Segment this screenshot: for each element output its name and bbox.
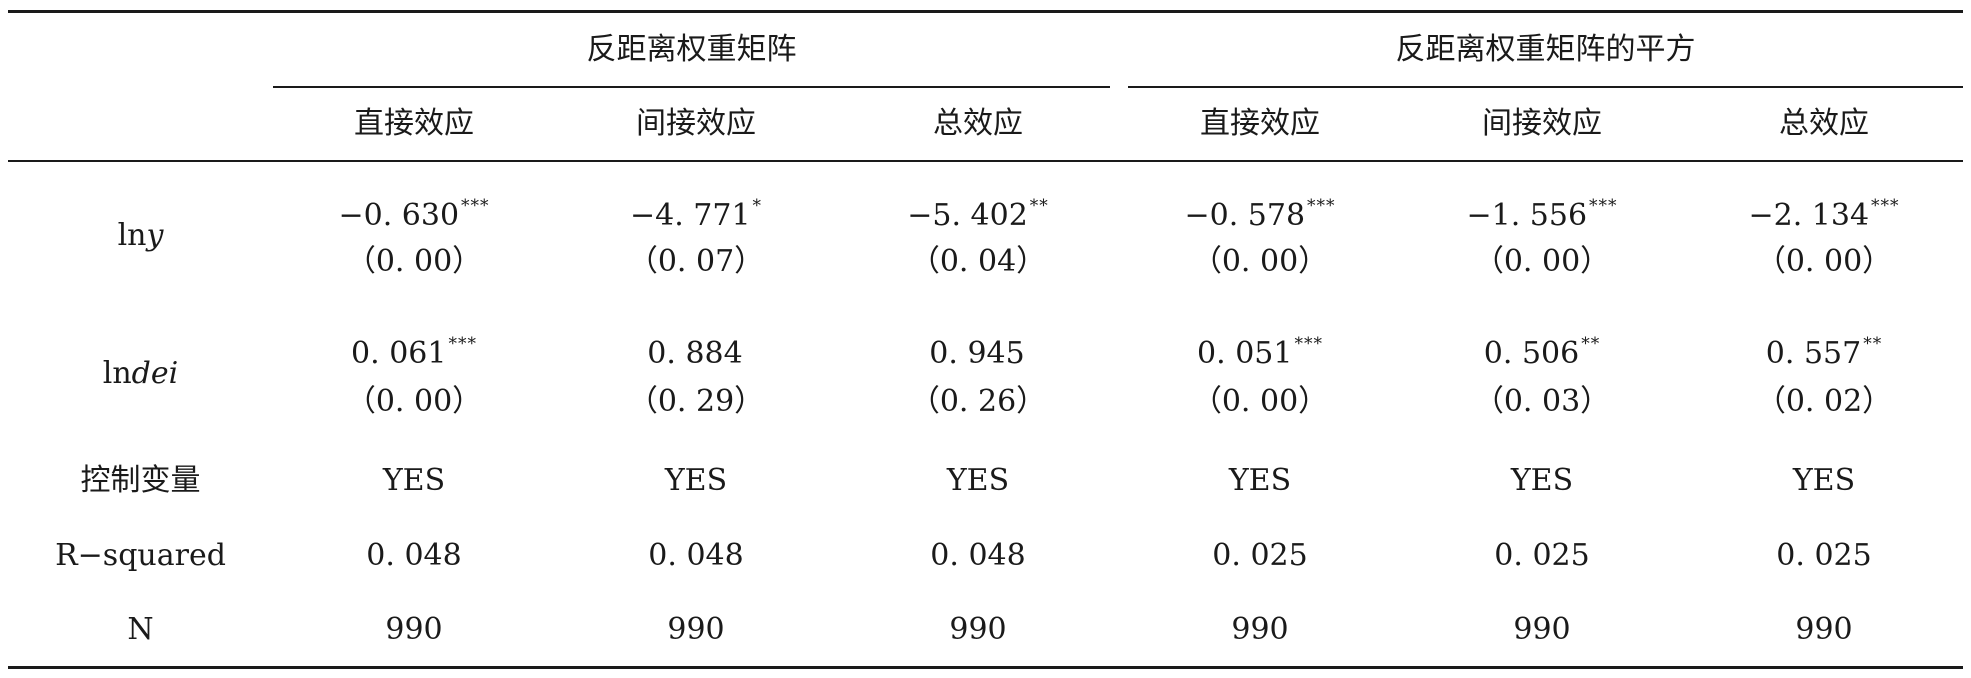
- coefficient-cell: 0. 557 **: [1683, 326, 1965, 372]
- p-value-cell: （0. 00）: [345, 384, 483, 419]
- coefficient-value: −0. 578: [1184, 198, 1306, 233]
- coefficient-cell: 0. 051 ***: [1119, 326, 1401, 372]
- coefficient-cell: 0. 884: [555, 326, 837, 372]
- footer-value-cell: 990: [1795, 612, 1853, 647]
- row-label-n: N: [127, 612, 154, 647]
- column-header: 总效应: [933, 106, 1023, 141]
- coefficient-value: −4. 771: [629, 198, 751, 233]
- group-header-inverse-distance-squared: 反距离权重矩阵的平方: [1395, 32, 1696, 67]
- significance-stars: ***: [461, 196, 490, 216]
- significance-stars: ***: [1294, 334, 1323, 354]
- footer-value-cell: 990: [949, 612, 1007, 647]
- coefficient-value: 0. 051: [1197, 336, 1293, 371]
- p-value-cell: （0. 00）: [1191, 244, 1329, 279]
- coefficient-value: −5. 402: [907, 198, 1028, 233]
- column-header: 总效应: [1779, 106, 1869, 141]
- coefficient-value: 0. 557: [1765, 336, 1862, 371]
- footer-value-cell: 0. 025: [1776, 538, 1872, 573]
- footer-value-cell: 990: [1513, 612, 1571, 647]
- coefficient-cell: −4. 771 *: [555, 188, 837, 234]
- group-rule-left: [273, 86, 1110, 88]
- footer-value-cell: 990: [1231, 612, 1289, 647]
- significance-stars: ***: [1589, 196, 1618, 216]
- significance-stars: ***: [1871, 196, 1900, 216]
- coefficient-cell: −0. 578 ***: [1119, 188, 1401, 234]
- coefficient-value: 0. 884: [647, 336, 743, 371]
- p-value-cell: （0. 00）: [1191, 384, 1329, 419]
- p-value-cell: （0. 00）: [345, 244, 483, 279]
- significance-stars: **: [1029, 196, 1049, 216]
- p-value-cell: （0. 07）: [627, 244, 765, 279]
- coefficient-cell: −5. 402 **: [837, 188, 1119, 234]
- p-value-cell: （0. 26）: [909, 384, 1047, 419]
- footer-value-cell: 0. 025: [1212, 538, 1308, 573]
- significance-stars: ***: [448, 334, 477, 354]
- p-value-cell: （0. 00）: [1755, 244, 1893, 279]
- footer-value-cell: 0. 025: [1494, 538, 1590, 573]
- group-header-inverse-distance: 反距离权重矩阵: [586, 32, 797, 67]
- bottom-rule: [8, 666, 1963, 669]
- significance-stars: **: [1863, 334, 1883, 354]
- footer-value-cell: YES: [382, 463, 446, 498]
- footer-value-cell: 990: [385, 612, 443, 647]
- coefficient-cell: 0. 506 **: [1401, 326, 1683, 372]
- row-label-prefix: ln: [102, 356, 132, 391]
- coefficient-cell: −2. 134 ***: [1683, 188, 1965, 234]
- column-header: 间接效应: [1482, 106, 1602, 141]
- footer-value-cell: YES: [1792, 463, 1856, 498]
- footer-value-cell: YES: [1510, 463, 1574, 498]
- row-label-prefix: ln: [117, 218, 147, 253]
- significance-stars: **: [1581, 334, 1601, 354]
- row-label-lny: lny: [8, 218, 273, 254]
- header-rule: [8, 160, 1963, 162]
- coefficient-value: −0. 630: [338, 198, 460, 233]
- row-label-controls: 控制变量: [80, 463, 201, 498]
- coefficient-value: −2. 134: [1748, 198, 1870, 233]
- row-label-variable: dei: [131, 356, 179, 391]
- coefficient-cell: −0. 630 ***: [273, 188, 555, 234]
- column-header: 直接效应: [354, 106, 474, 141]
- p-value-cell: （0. 03）: [1473, 384, 1611, 419]
- p-value-cell: （0. 04）: [909, 244, 1047, 279]
- coefficient-cell: −1. 556 ***: [1401, 188, 1683, 234]
- footer-value-cell: YES: [664, 463, 728, 498]
- significance-stars: *: [752, 196, 763, 216]
- row-label-variable: y: [146, 218, 164, 253]
- coefficient-value: 0. 061: [351, 336, 447, 371]
- coefficient-value: 0. 506: [1483, 336, 1580, 371]
- footer-value-cell: 990: [667, 612, 725, 647]
- footer-value-cell: YES: [946, 463, 1010, 498]
- coefficient-cell: 0. 945: [837, 326, 1119, 372]
- coefficient-cell: 0. 061 ***: [273, 326, 555, 372]
- coefficient-value: −1. 556: [1466, 198, 1588, 233]
- group-rule-right: [1128, 86, 1963, 88]
- top-rule: [8, 10, 1963, 13]
- p-value-cell: （0. 02）: [1755, 384, 1893, 419]
- footer-value-cell: 0. 048: [930, 538, 1026, 573]
- p-value-cell: （0. 29）: [627, 384, 765, 419]
- column-header: 间接效应: [636, 106, 756, 141]
- column-header: 直接效应: [1200, 106, 1320, 141]
- footer-value-cell: 0. 048: [648, 538, 744, 573]
- footer-value-cell: YES: [1228, 463, 1292, 498]
- footer-value-cell: 0. 048: [366, 538, 462, 573]
- p-value-cell: （0. 00）: [1473, 244, 1611, 279]
- coefficient-value: 0. 945: [929, 336, 1025, 371]
- row-label-lndei: lndei: [8, 356, 273, 392]
- significance-stars: ***: [1307, 196, 1336, 216]
- row-label-r-squared: R−squared: [55, 538, 226, 573]
